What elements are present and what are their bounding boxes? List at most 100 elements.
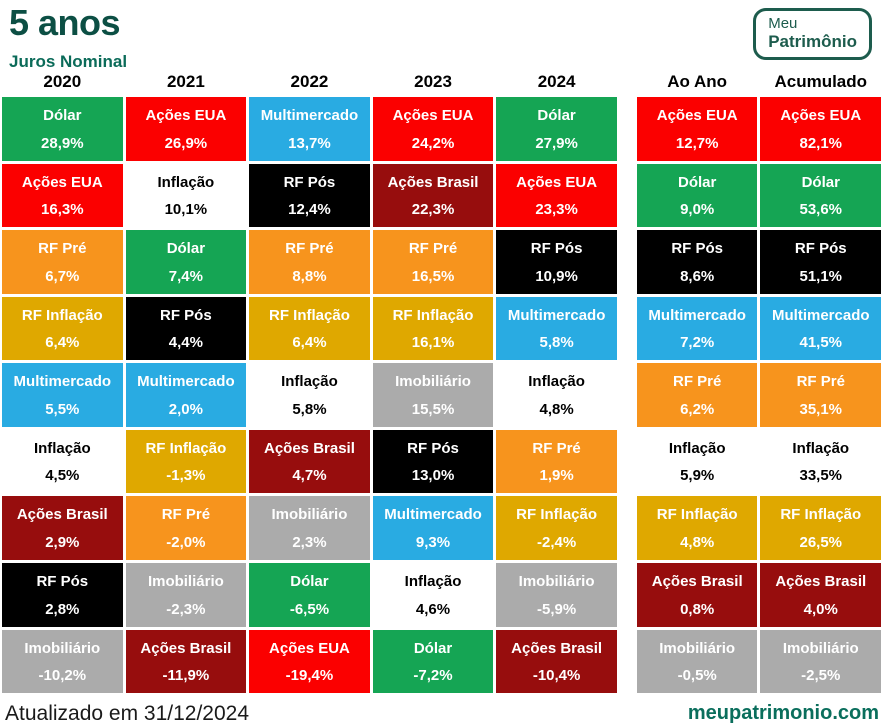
asset-label: RF Pré <box>161 506 211 524</box>
grid-column-2024: Dólar 27,9% Ações EUA 23,3% RF Pós 10,9% Multi… <box>496 97 617 694</box>
grid-cell: Dólar 7,4% <box>125 230 247 294</box>
asset-label: Dólar <box>290 572 329 590</box>
grid-cell: RF Pré 8,8% <box>249 230 370 294</box>
asset-label: Ações Brasil <box>387 173 479 191</box>
returns-grid: Dólar 28,9% Ações EUA 16,3% RF Pré 6,7% RF Inf… <box>2 97 882 694</box>
asset-label: Imobiliário <box>782 639 859 657</box>
column-headers: 2020 2021 2022 2023 2024 Ao Ano Acumulado <box>2 72 881 92</box>
grid-cell: Inflação 4,5% <box>2 429 123 494</box>
meu-patrimonio-logo: Meu Patrimônio <box>753 8 872 61</box>
grid-cell: RF Inflação -2,4% <box>496 496 617 560</box>
column-header-ao-ano: Ao Ano <box>667 72 728 91</box>
asset-label: Imobiliário <box>518 572 595 590</box>
asset-value: 16,1% <box>411 334 455 352</box>
page-subtitle: Juros Nominal <box>9 52 128 71</box>
asset-label: Ações Brasil <box>775 572 867 590</box>
asset-value: 6,7% <box>45 267 80 285</box>
asset-value: 10,9% <box>535 267 578 285</box>
asset-value: 8,6% <box>680 267 715 285</box>
asset-value: 26,9% <box>164 134 208 152</box>
grid-column-2022: Multimercado 13,7% RF Pós 12,4% RF Pré 8,8% RF… <box>249 97 370 694</box>
asset-value: -10,2% <box>38 667 87 685</box>
asset-label: RF Pré <box>38 240 87 258</box>
asset-value: 9,3% <box>415 533 451 551</box>
asset-label: Inflação <box>157 173 215 191</box>
asset-value: 15,5% <box>411 400 455 418</box>
logo-line-2: Patrimônio <box>768 31 857 51</box>
asset-label: Ações EUA <box>145 107 227 124</box>
grid-cell: Imobiliário -10,2% <box>2 629 123 694</box>
asset-value: 12,4% <box>288 201 331 219</box>
asset-label: RF Pós <box>794 240 847 258</box>
grid-cell: Imobiliário -5,9% <box>496 562 617 627</box>
asset-value: 13,0% <box>411 467 455 485</box>
asset-label: Imobiliário <box>24 639 101 657</box>
asset-label: Multimercado <box>648 306 746 324</box>
logo-line-1: Meu <box>768 15 798 32</box>
asset-value: 23,3% <box>535 201 578 219</box>
grid-cell: Dólar 53,6% <box>760 163 882 228</box>
grid-cell: RF Pré 6,7% <box>2 230 123 294</box>
grid-cell: Multimercado 13,7% <box>249 97 370 161</box>
grid-cell: Inflação 4,8% <box>496 363 617 427</box>
asset-label: Imobiliário <box>395 373 471 391</box>
asset-label: Dólar <box>678 173 717 191</box>
updated-at-label: Atualizado em 31/12/2024 <box>5 702 250 725</box>
asset-value: -0,5% <box>677 667 717 685</box>
asset-label: Multimercado <box>137 373 235 391</box>
grid-cell: RF Inflação -1,3% <box>125 429 247 494</box>
grid-cell: Dólar 28,9% <box>2 97 123 161</box>
asset-value: 2,8% <box>45 600 80 618</box>
asset-value: 6,4% <box>45 334 80 352</box>
asset-value: 4,8% <box>680 533 715 551</box>
asset-label: RF Inflação <box>516 506 598 524</box>
grid-cell: Inflação 5,8% <box>249 363 370 427</box>
asset-label: Multimercado <box>260 107 359 124</box>
column-header-2022: 2022 <box>290 72 329 91</box>
asset-value: -1,3% <box>166 467 206 485</box>
asset-label: Inflação <box>668 439 726 457</box>
asset-value: -5,9% <box>537 600 577 618</box>
asset-label: Imobiliário <box>271 506 348 524</box>
grid-cell: Multimercado 5,5% <box>2 363 123 427</box>
grid-cell: Ações EUA -19,4% <box>249 629 370 694</box>
asset-label: RF Inflação <box>269 306 350 324</box>
asset-label: Imobiliário <box>147 572 224 590</box>
asset-value: 16,5% <box>411 267 455 285</box>
grid-cell: Ações Brasil 2,9% <box>2 496 123 560</box>
asset-label: Ações Brasil <box>264 439 355 457</box>
asset-value: 4,4% <box>168 334 203 352</box>
asset-label: RF Inflação <box>656 506 738 524</box>
asset-value: -2,5% <box>801 667 841 685</box>
asset-label: RF Pós <box>160 306 212 324</box>
asset-label: Dólar <box>166 240 206 258</box>
asset-value: 28,9% <box>41 134 84 152</box>
website-link[interactable]: meupatrimonio.com <box>687 702 879 724</box>
grid-cell: Inflação 33,5% <box>760 429 882 494</box>
asset-label: Dólar <box>801 173 840 191</box>
asset-label: Multimercado <box>507 306 606 324</box>
grid-cell: Imobiliário -2,5% <box>760 629 882 694</box>
column-header-2023: 2023 <box>414 72 452 91</box>
asset-value: 1,9% <box>539 467 574 485</box>
asset-label: RF Pós <box>283 173 336 191</box>
asset-value: 4,8% <box>539 400 574 418</box>
grid-cell: Ações Brasil 22,3% <box>372 163 494 228</box>
asset-value: 33,5% <box>799 467 843 485</box>
asset-value: 82,1% <box>799 134 843 152</box>
asset-label: RF Pós <box>671 240 724 258</box>
grid-cell: Imobiliário 2,3% <box>249 496 370 560</box>
grid-column-ao-ano: Ações EUA 12,7% Dólar 9,0% RF Pós 8,6% Multime… <box>636 97 758 694</box>
asset-label: RF Pós <box>407 439 459 457</box>
asset-value: 6,4% <box>292 334 327 352</box>
asset-label: RF Inflação <box>392 306 474 324</box>
column-header-2021: 2021 <box>166 72 205 91</box>
asset-label: Imobiliário <box>659 639 736 657</box>
grid-cell: RF Pré -2,0% <box>125 496 247 560</box>
grid-cell: Dólar 9,0% <box>636 163 758 228</box>
asset-value: 0,8% <box>680 600 715 618</box>
grid-cell: Dólar -6,5% <box>249 562 370 627</box>
grid-cell: Ações EUA 24,2% <box>372 97 494 161</box>
asset-label: RF Pós <box>36 572 89 590</box>
asset-value: 24,2% <box>411 134 455 152</box>
